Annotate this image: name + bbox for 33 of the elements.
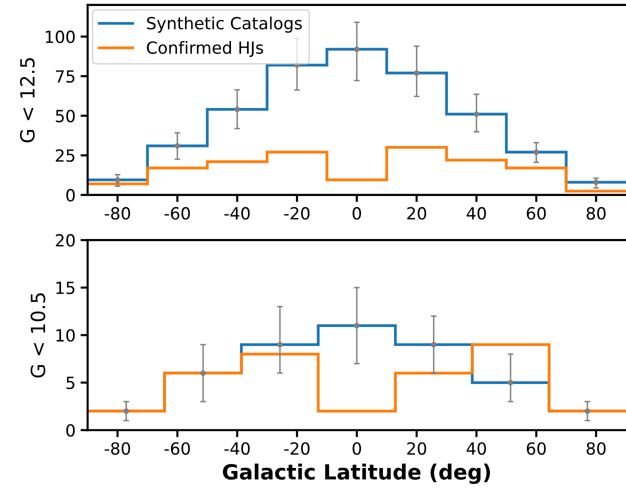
x-tick-label: 20 <box>407 442 426 455</box>
y-tick-label: 75 <box>56 70 74 83</box>
x-tick-label: -60 <box>164 442 190 455</box>
y-tick-label: 50 <box>56 110 75 122</box>
x-tick-label: -80 <box>104 442 130 455</box>
x-tick-label: -40 <box>224 207 250 220</box>
x-tick-label: 0 <box>352 442 362 455</box>
x-tick-label: -20 <box>284 207 310 220</box>
y-tick-label: 5 <box>66 376 74 390</box>
x-tick-label: 20 <box>407 207 426 220</box>
y-axis-title: G < 10.5 <box>30 293 46 378</box>
y-tick-label: 15 <box>56 282 74 294</box>
x-tick-label: 80 <box>586 207 606 220</box>
y-tick-label: 10 <box>56 329 75 342</box>
y-tick-label: 0 <box>66 424 75 437</box>
y-tick-label: 25 <box>56 149 74 162</box>
y-axis-title: G < 12.5 <box>20 58 35 142</box>
x-axis-title: Galactic Latitude (deg) <box>222 464 490 484</box>
x-tick-label: 80 <box>586 442 606 455</box>
y-tick-label: 0 <box>66 188 75 202</box>
x-tick-label: 60 <box>526 207 546 220</box>
x-tick-label: -20 <box>284 442 310 455</box>
x-tick-label: -60 <box>164 207 190 220</box>
x-tick-label: 60 <box>526 442 546 455</box>
y-tick-label: 20 <box>56 234 75 247</box>
y-tick-label: 100 <box>46 30 75 44</box>
x-tick-label: 40 <box>466 207 486 220</box>
x-tick-label: 40 <box>466 442 486 455</box>
x-tick-label: 0 <box>352 207 362 220</box>
legend-label: Confirmed HJs <box>146 41 264 58</box>
x-tick-label: -80 <box>104 207 130 220</box>
legend-label: Synthetic Catalogs <box>147 16 302 33</box>
x-tick-label: -40 <box>224 442 250 455</box>
